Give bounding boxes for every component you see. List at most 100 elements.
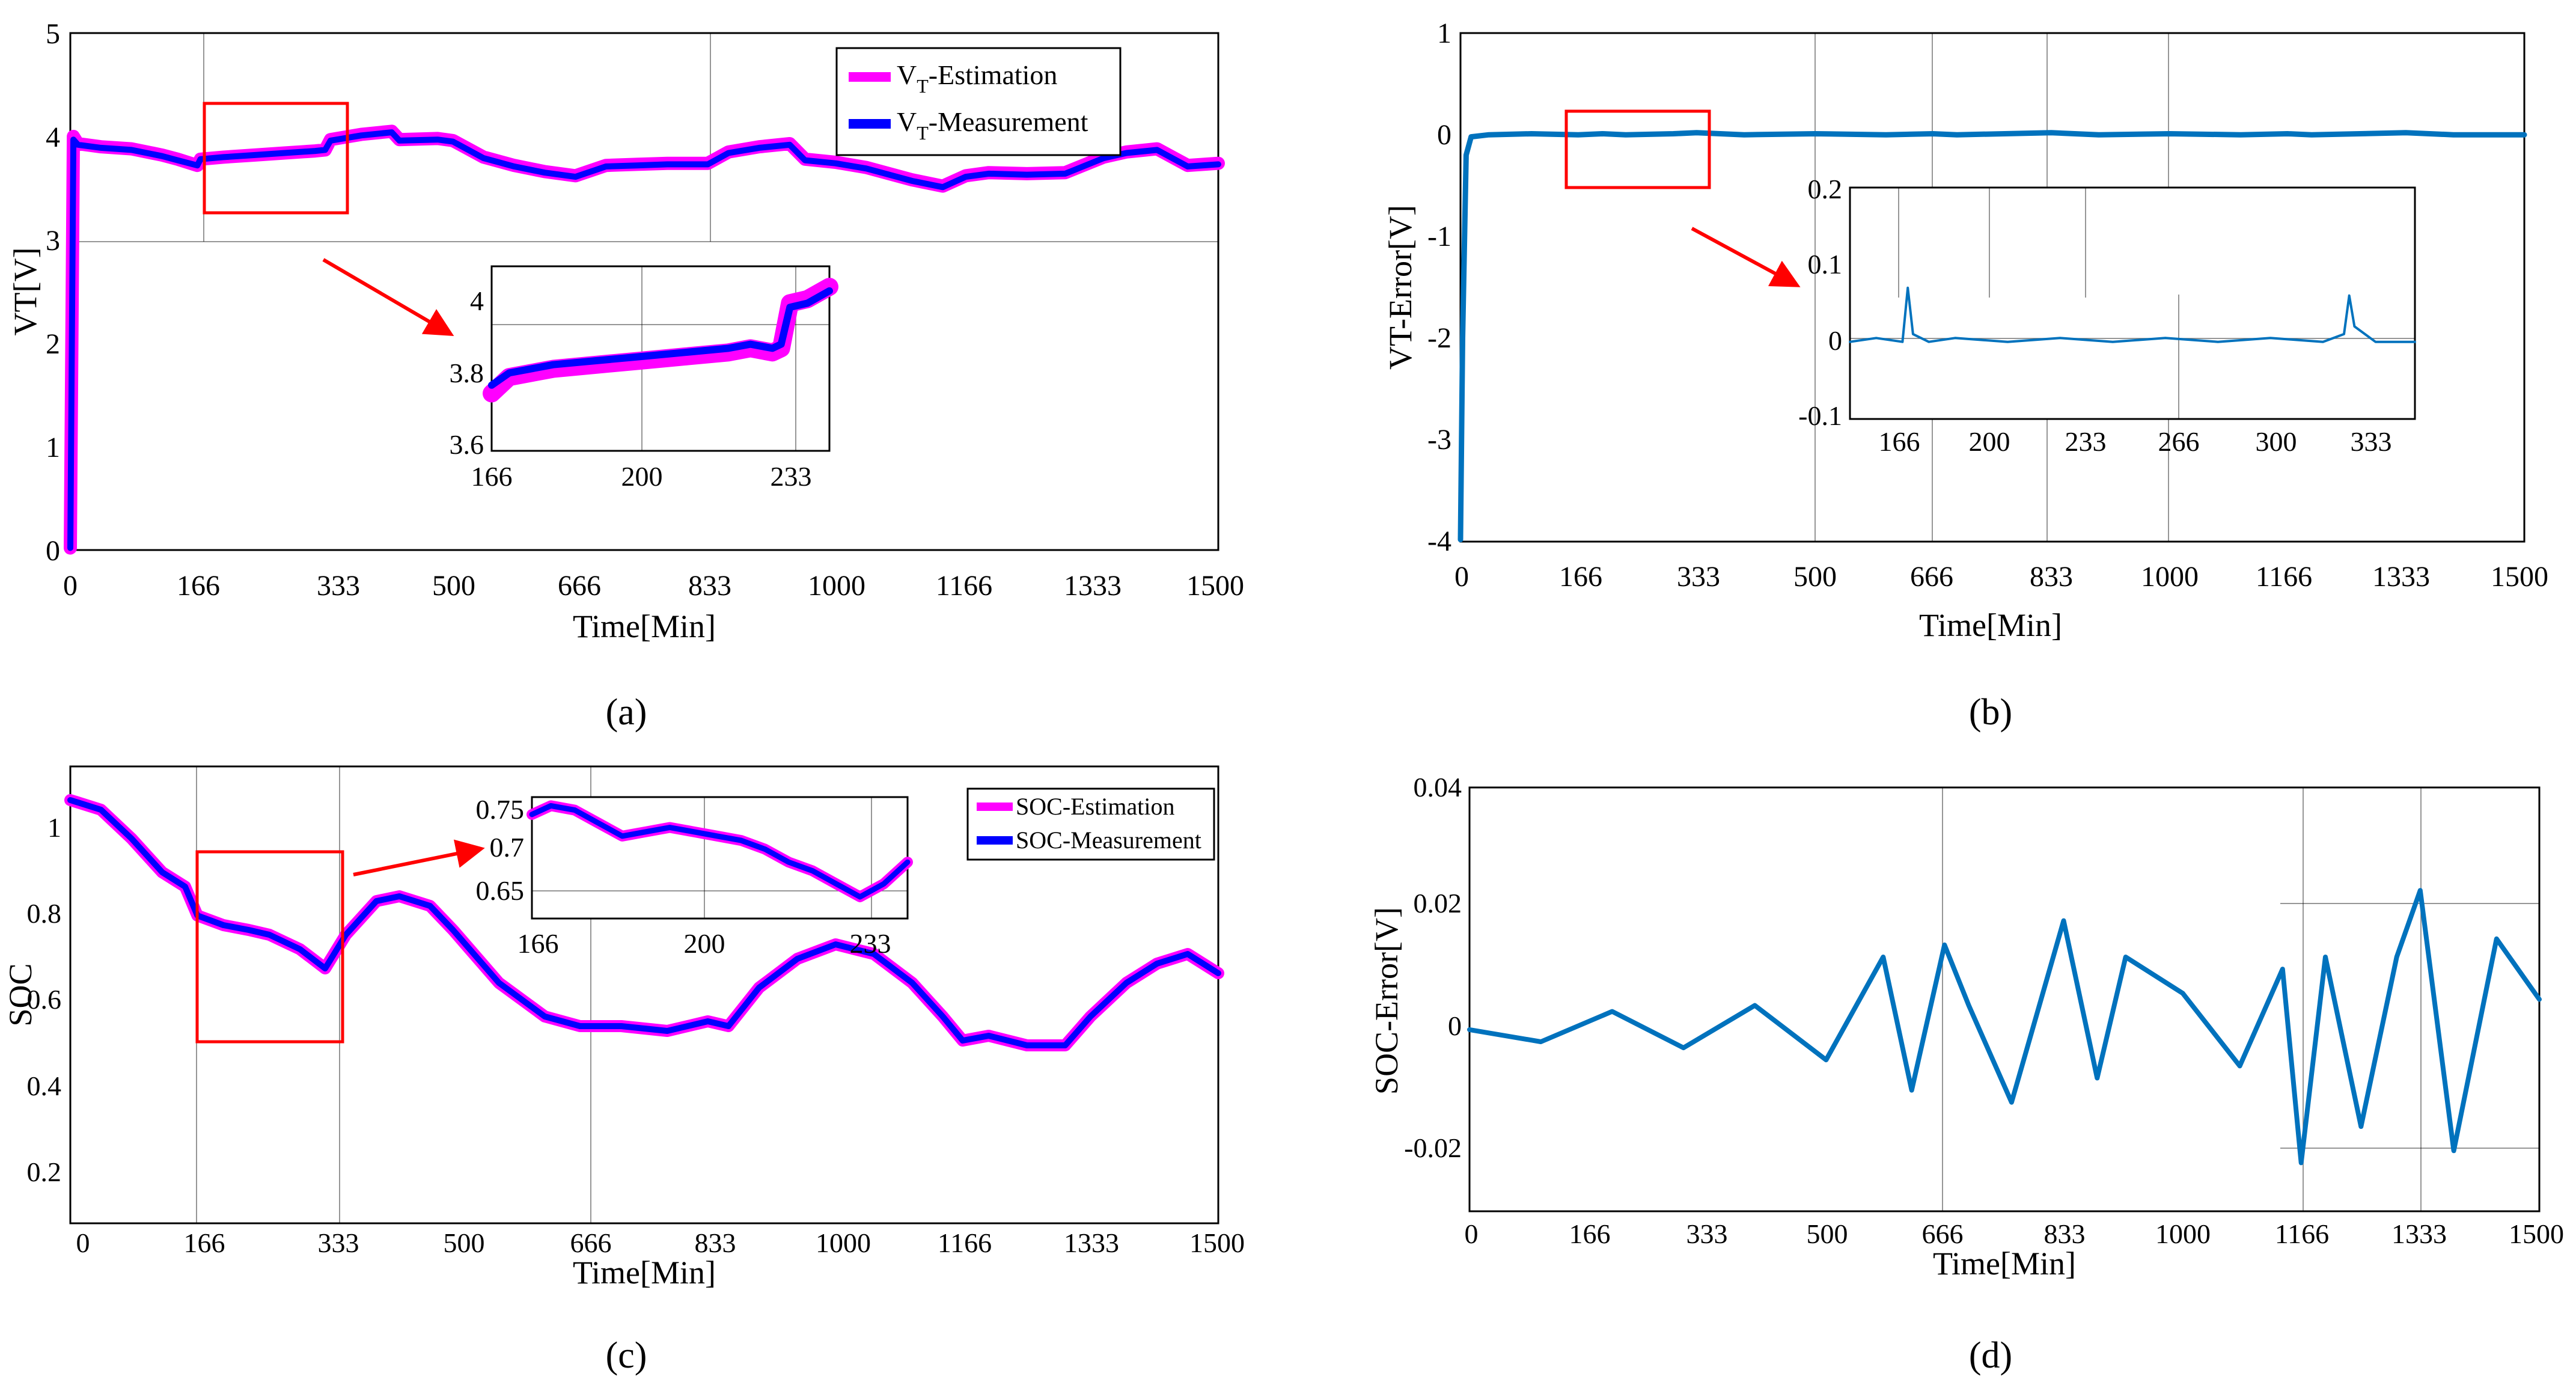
panel-c-x-ticks: 0 166 333 500 666 833 1000 1166 1333 150… — [76, 1227, 1245, 1258]
panel-a-ytick-label: 5 — [46, 18, 60, 50]
panel-b-ytick-label: -4 — [1427, 525, 1451, 557]
panel-d-x-ticks: 0 166 333 500 666 833 1000 1166 1333 150… — [1465, 1218, 2565, 1249]
panel-a-inset-ytick-label: 3.6 — [450, 429, 484, 460]
panel-d-xtick-label: 666 — [1922, 1218, 1964, 1249]
panel-c-xtick-label: 1000 — [816, 1227, 871, 1258]
panel-b-inset-series-group — [1849, 286, 2416, 343]
panel-a-x-axis-label: Time[Min] — [573, 608, 716, 644]
panel-c-xtick-label: 500 — [444, 1227, 485, 1258]
panel-d-xtick-label: 833 — [2044, 1218, 2086, 1249]
panel-d: 0 166 333 500 666 833 1000 1166 1333 150… — [1369, 772, 2564, 1376]
panel-a-xtick-label: 333 — [317, 570, 360, 602]
panel-d-ytick-label: -0.02 — [1404, 1133, 1462, 1163]
panel-b-inset-xtick-label: 166 — [1879, 426, 1920, 457]
panel-c-inset: 166 200 233 0.65 0.7 0.75 — [476, 794, 913, 959]
panel-c-legend: SOC-Estimation SOC-Measurement — [966, 787, 1215, 861]
panel-d-xtick-label: 1166 — [2275, 1218, 2329, 1249]
panel-a-xtick-label: 833 — [688, 570, 731, 602]
panel-b-x-axis-label: Time[Min] — [1919, 607, 2062, 643]
panel-b-xtick-label: 833 — [2030, 561, 2073, 593]
panel-c: 0 166 333 500 666 833 1000 1166 1333 150… — [2, 765, 1245, 1376]
panel-c-inset-series-group — [526, 800, 913, 902]
panel-d-label: (d) — [1969, 1335, 2012, 1376]
panel-d-y-axis-label: SOC-Error[V] — [1369, 907, 1405, 1095]
panel-d-xtick-label: 333 — [1686, 1218, 1728, 1249]
panel-a-label: (a) — [606, 692, 647, 733]
panel-c-series-soc-measurement — [67, 797, 1221, 1048]
panel-c-xtick-label: 166 — [184, 1227, 225, 1258]
panel-a-zoom-arrow — [322, 258, 454, 337]
panel-a-xtick-label: 1333 — [1064, 570, 1122, 602]
panel-a-xtick-label: 0 — [63, 570, 78, 602]
panel-b-ytick-label: 0 — [1437, 119, 1451, 151]
panel-b-xtick-label: 166 — [1559, 561, 1602, 593]
panel-b-inset-xtick-label: 333 — [2351, 426, 2392, 457]
panel-b-zoom-arrow — [1691, 227, 1801, 287]
panel-d-y-ticks: -0.02 0 0.02 0.04 — [1404, 772, 1462, 1163]
panel-b-inset: 166 200 233 266 300 333 -0.1 0 0.1 0.2 — [1798, 174, 2416, 457]
panel-a-ytick-label: 2 — [46, 328, 60, 360]
panel-c-inset-xtick-label: 233 — [850, 928, 891, 959]
panel-a-xtick-label: 1166 — [936, 570, 992, 602]
panel-b-inset-ytick-label: 0.1 — [1808, 249, 1843, 280]
panel-a-x-ticks: 0 166 333 500 666 833 1000 1166 1333 150… — [63, 570, 1244, 602]
panel-b-series-group — [1457, 130, 2527, 543]
panel-b-ytick-label: -3 — [1427, 424, 1451, 456]
panel-d-ytick-label: 0 — [1448, 1010, 1462, 1041]
panel-d-xtick-label: 166 — [1569, 1218, 1611, 1249]
panel-c-y-axis-label: SOC — [2, 963, 38, 1026]
panel-d-ytick-label: 0.04 — [1414, 772, 1462, 803]
panel-c-series-group — [64, 794, 1224, 1051]
panel-a-inset-xtick-label: 233 — [771, 461, 812, 492]
panel-b-y-ticks: -4 -3 -2 -1 0 1 — [1427, 17, 1451, 557]
panel-a-ytick-label: 0 — [46, 535, 60, 567]
panel-a-legend: VT-Estimation VT-Measurement — [835, 47, 1122, 156]
panel-c-xtick-label: 1166 — [938, 1227, 992, 1258]
panel-c-zoom-arrow — [353, 839, 485, 876]
panel-a-xtick-label: 1500 — [1186, 570, 1244, 602]
panel-b-xtick-label: 500 — [1793, 561, 1837, 593]
panel-a-inset-xtick-label: 166 — [471, 461, 513, 492]
panel-a-inset-series-vt-estimation — [483, 278, 838, 403]
panel-a-inset-ytick-label: 3.8 — [450, 358, 484, 388]
panel-a-zoom-box — [203, 102, 349, 215]
panel-b-inset-xtick-label: 200 — [1969, 426, 2010, 457]
panel-b-inset-xtick-label: 266 — [2158, 426, 2200, 457]
panel-c-xtick-label: 0 — [76, 1227, 90, 1258]
panel-a-series-vt-measurement — [67, 129, 1221, 551]
panel-b: 0 166 333 500 666 833 1000 1166 1333 150… — [1382, 17, 2548, 733]
panel-d-xtick-label: 500 — [1807, 1218, 1848, 1249]
panel-b-inset-series-vt-error-zoom- — [1849, 286, 2416, 343]
panel-b-ytick-label: -1 — [1427, 221, 1451, 252]
panel-d-xtick-label: 0 — [1465, 1218, 1479, 1249]
panel-b-xtick-label: 1000 — [2141, 561, 2199, 593]
panel-c-xtick-label: 1333 — [1064, 1227, 1119, 1258]
panel-c-y-ticks: 0.2 0.4 0.6 0.8 1 — [27, 812, 62, 1187]
panel-a-inset-series-group — [483, 278, 838, 403]
panel-a-xtick-label: 166 — [177, 570, 220, 602]
panel-b-xtick-label: 333 — [1677, 561, 1720, 593]
panel-a-ytick-label: 1 — [46, 432, 60, 463]
panel-c-ytick-label: 0.4 — [27, 1071, 62, 1101]
panel-c-xtick-label: 666 — [570, 1227, 612, 1258]
panel-b-inset-ytick-label: 0 — [1828, 325, 1842, 356]
panel-b-xtick-label: 1166 — [2256, 561, 2312, 593]
panel-a-inset: 166 200 233 3.6 3.8 4 — [450, 265, 838, 492]
panel-b-inset-ytick-label: 0.2 — [1808, 174, 1843, 204]
panel-c-inset-ytick-label: 0.75 — [476, 794, 525, 825]
panel-c-zoom-box — [195, 850, 344, 1044]
panel-b-xtick-label: 0 — [1454, 561, 1469, 593]
panel-c-xtick-label: 1500 — [1189, 1227, 1245, 1258]
panel-b-xtick-label: 1500 — [2491, 561, 2548, 593]
legend-entry-vt-measurement: VT-Measurement — [897, 106, 1088, 144]
panel-a-y-axis-label: VT[V] — [7, 248, 43, 336]
panel-c-ytick-label: 0.6 — [27, 984, 62, 1015]
panel-d-xtick-label: 1333 — [2391, 1218, 2447, 1249]
panel-a-xtick-label: 666 — [558, 570, 601, 602]
panel-a-inset-xtick-label: 200 — [621, 461, 663, 492]
panel-c-label: (c) — [606, 1335, 647, 1376]
panel-c-ytick-label: 1 — [47, 812, 61, 843]
panel-a-ytick-label: 3 — [46, 225, 60, 257]
panel-c-inset-xtick-label: 166 — [517, 928, 559, 959]
panel-a-xtick-label: 1000 — [808, 570, 865, 602]
